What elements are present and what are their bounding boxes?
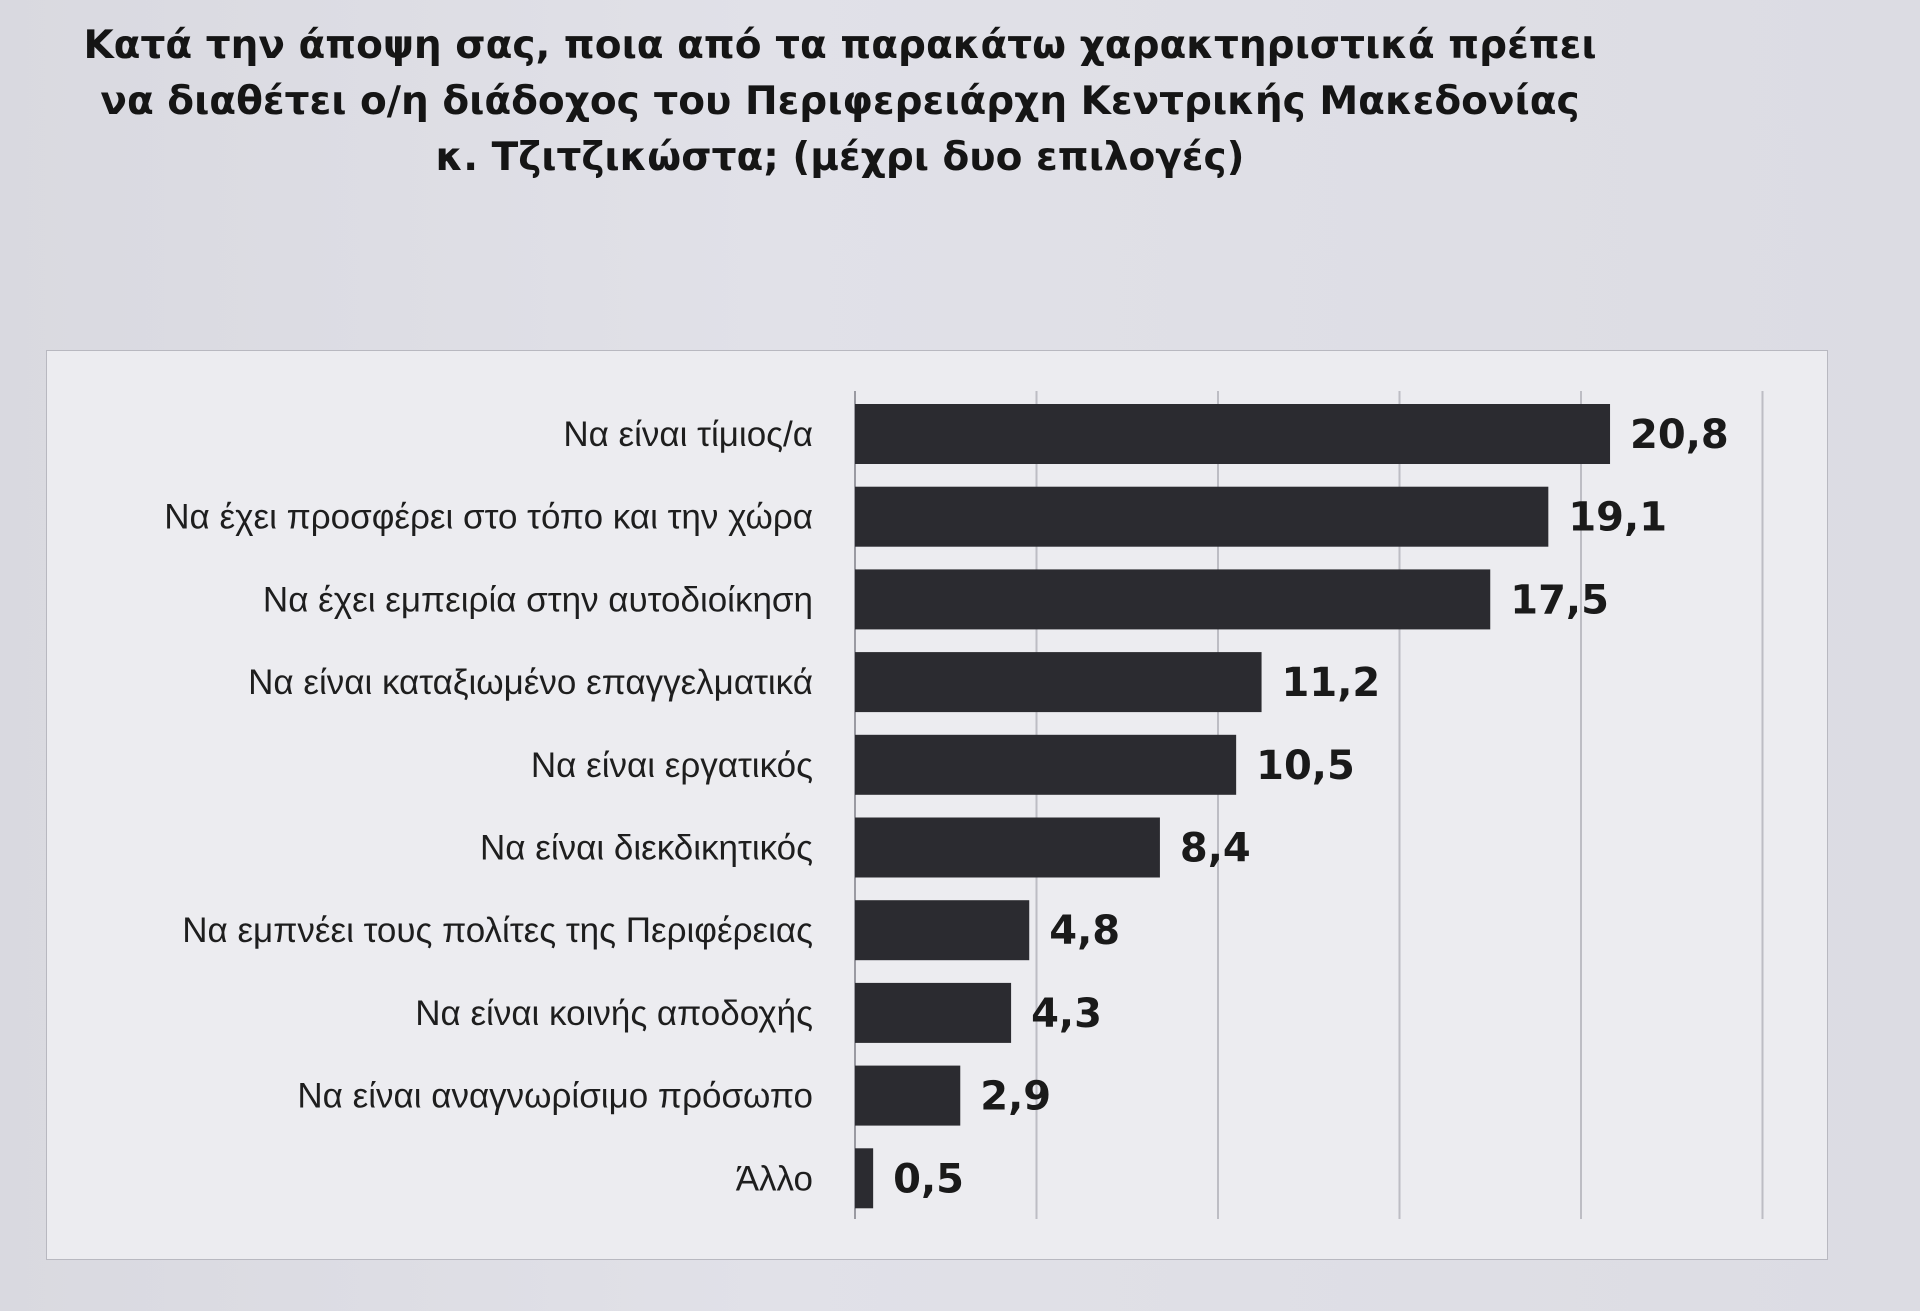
category-label-1: Να είναι τίμιος/α — [563, 415, 813, 454]
category-label-8: Να είναι κοινής αποδοχής — [415, 994, 813, 1033]
value-label-3: 17,5 — [1510, 577, 1609, 623]
category-label-5: Να είναι εργατικός — [531, 746, 813, 785]
page-title-line-3: κ. Τζιτζικώστα; (μέχρι δυο επιλογές) — [435, 135, 1245, 180]
page-title: Κατά την άποψη σας, ποια από τα παρακάτω… — [80, 18, 1600, 186]
bar-8 — [855, 982, 1012, 1043]
bar-chart: Να είναι τίμιος/α Να έχει προσφέρει στο τ… — [164, 391, 1764, 1219]
value-label-6: 8,4 — [1180, 826, 1251, 872]
page-title-line-2: να διαθέτει ο/η διάδοχος του Περιφερειάρ… — [100, 79, 1580, 124]
page-title-line-1: Κατά την άποψη σας, ποια από τα παρακάτω… — [83, 23, 1597, 68]
value-label-10: 0,5 — [893, 1156, 964, 1202]
value-label-9: 2,9 — [980, 1074, 1051, 1120]
value-label-5: 10,5 — [1256, 743, 1355, 789]
bar-2 — [855, 486, 1549, 547]
category-label-9: Να είναι αναγνωρίσιμο πρόσωπο — [297, 1077, 813, 1116]
category-label-6: Να είναι διεκδικητικός — [480, 829, 813, 868]
bar-5 — [855, 734, 1237, 795]
bar-1 — [855, 404, 1611, 464]
value-label-8: 4,3 — [1031, 991, 1102, 1037]
bar-9 — [855, 1065, 961, 1126]
value-label-2: 19,1 — [1568, 495, 1667, 541]
category-label-7: Να εμπνέει τους πολίτες της Περιφέρειας — [182, 911, 813, 950]
value-label-7: 4,8 — [1049, 908, 1120, 954]
bar-6 — [855, 817, 1160, 878]
bars — [855, 404, 1611, 1209]
value-labels: 20,8 19,1 17,5 11,2 10,58,4 4,8 4,3 2,9 0,5 — [893, 412, 1729, 1202]
bar-10 — [855, 1148, 874, 1209]
value-label-1: 20,8 — [1630, 412, 1729, 458]
bar-4 — [855, 652, 1262, 713]
category-label-4: Να είναι καταξιωμένο επαγγελματικά — [248, 663, 813, 702]
value-label-4: 11,2 — [1282, 660, 1381, 706]
bar-3 — [855, 569, 1491, 630]
chart-frame: Να είναι τίμιος/α Να έχει προσφέρει στο τ… — [46, 350, 1828, 1260]
bar-7 — [855, 900, 1030, 961]
category-label-2: Να έχει προσφέρει στο τόπο και την χώρα — [164, 498, 813, 537]
category-label-10: Άλλο — [736, 1159, 813, 1198]
category-label-3: Να έχει εμπειρία στην αυτοδιοίκηση — [263, 580, 813, 619]
category-labels: Να είναι τίμιος/α Να έχει προσφέρει στο τ… — [164, 415, 813, 1198]
